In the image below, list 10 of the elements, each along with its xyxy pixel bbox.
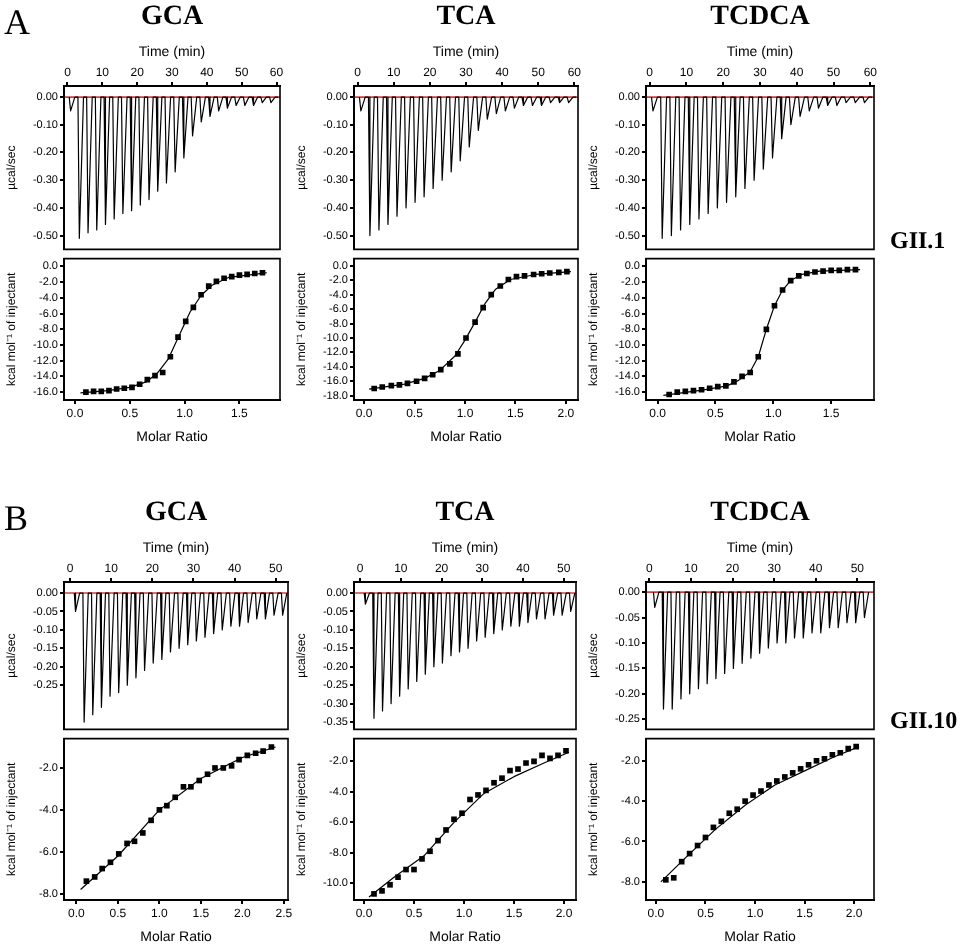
chart-title: TCA xyxy=(434,2,498,34)
text: A xyxy=(4,2,30,44)
text: GII.10 xyxy=(890,706,958,736)
chart-title: TCDCA xyxy=(708,498,812,530)
text: B xyxy=(4,498,29,540)
text: GII.1 xyxy=(890,226,946,256)
chart-title: GCA xyxy=(138,2,206,34)
chart-title: TCDCA xyxy=(708,2,812,34)
chart-title: TCA xyxy=(433,498,497,530)
chart-title: GCA xyxy=(142,498,210,530)
